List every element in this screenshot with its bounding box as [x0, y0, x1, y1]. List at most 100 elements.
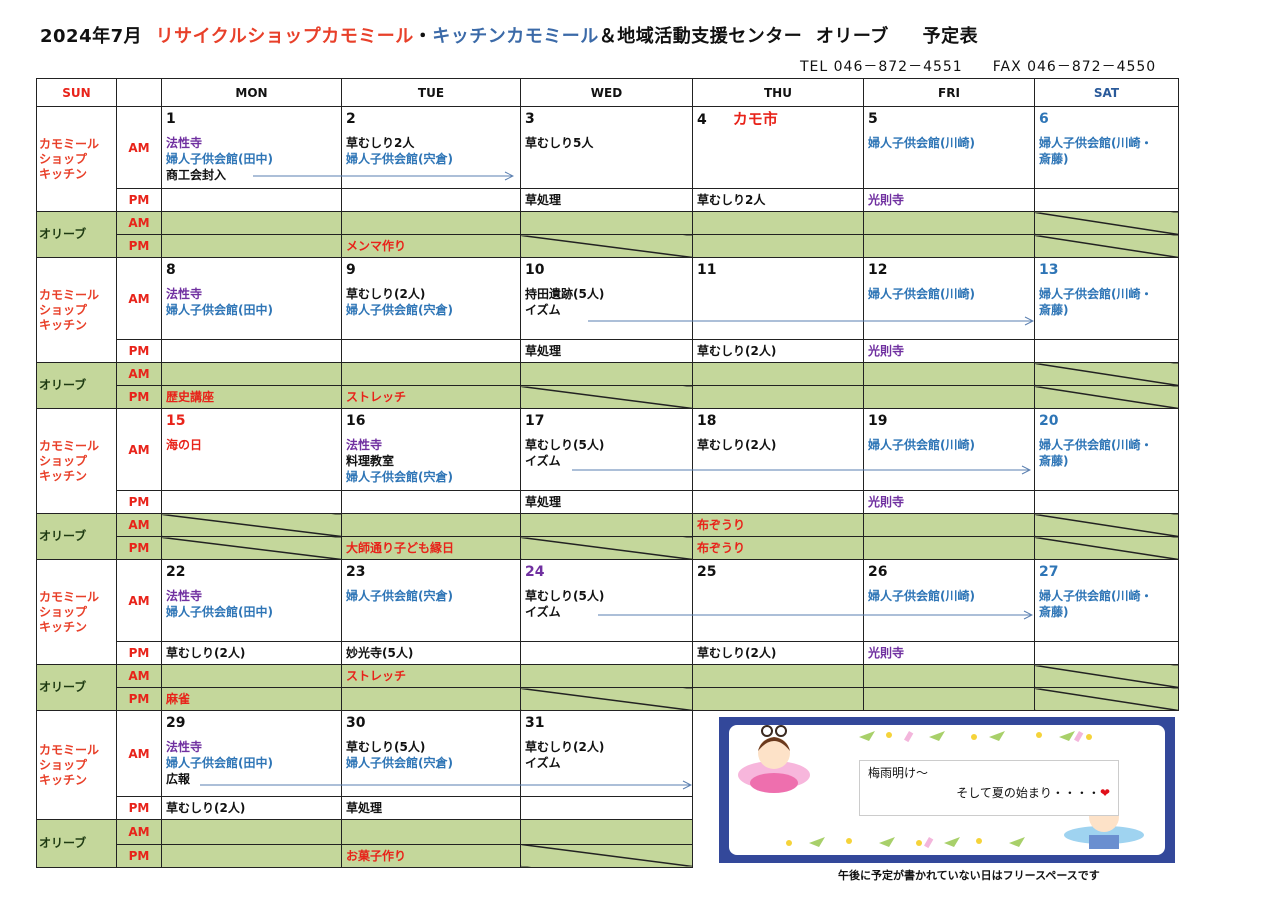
pm-cell-29[interactable]: 草むしり(2人): [161, 796, 342, 820]
olive-pm-cell-29[interactable]: [161, 843, 342, 868]
pm-cell-13[interactable]: [1034, 339, 1179, 363]
olive-am-cell-29[interactable]: [161, 819, 342, 845]
olive-pm-cell-24[interactable]: [520, 687, 693, 711]
pm-cell-16[interactable]: [341, 490, 521, 514]
pm-cell-22[interactable]: 草むしり(2人): [161, 641, 342, 665]
olive-pm-cell-30[interactable]: お菓子作り: [341, 843, 521, 868]
pm-cell-1[interactable]: [161, 188, 342, 212]
day-cell-8[interactable]: 8 法性寺 婦人子供会館(田中): [161, 257, 342, 340]
olive-pm-cell-1[interactable]: [161, 234, 342, 258]
olive-am-cell-27[interactable]: [1034, 664, 1179, 688]
olive-pm-cell-13[interactable]: [1034, 385, 1179, 409]
day-cell-30[interactable]: 30 草むしり(5人) 婦人子供会館(宍倉): [341, 710, 521, 797]
day-cell-9[interactable]: 9 草むしり(2人) 婦人子供会館(宍倉): [341, 257, 521, 340]
day-cell-6[interactable]: 6 婦人子供会館(川崎・ 斎藤): [1034, 106, 1179, 189]
day-cell-24[interactable]: 24 草むしり(5人) イズム: [520, 559, 693, 642]
olive-pm-cell-15[interactable]: [161, 536, 342, 560]
olive-am-cell-19[interactable]: [863, 513, 1035, 537]
pm-cell-25[interactable]: 草むしり(2人): [692, 641, 864, 665]
pm-cell-10[interactable]: 草処理: [520, 339, 693, 363]
olive-am-cell-3[interactable]: [520, 211, 693, 235]
day-cell-17[interactable]: 17 草むしり(5人) イズム: [520, 408, 693, 491]
pm-cell-4[interactable]: 草むしり2人: [692, 188, 864, 212]
pm-cell-19[interactable]: 光則寺: [863, 490, 1035, 514]
pm-cell-3[interactable]: 草処理: [520, 188, 693, 212]
day-cell-1[interactable]: 1 法性寺 婦人子供会館(田中) 商工会封入: [161, 106, 342, 189]
olive-pm-cell-12[interactable]: [863, 385, 1035, 409]
olive-am-cell-30[interactable]: [341, 819, 521, 845]
olive-pm-cell-18[interactable]: 布ぞうり: [692, 536, 864, 560]
day-cell-22[interactable]: 22 法性寺 婦人子供会館(田中): [161, 559, 342, 642]
pm-cell-8[interactable]: [161, 339, 342, 363]
pm-cell-18[interactable]: [692, 490, 864, 514]
olive-pm-cell-27[interactable]: [1034, 687, 1179, 711]
pm-cell-24[interactable]: [520, 641, 693, 665]
day-cell-23[interactable]: 23 婦人子供会館(宍倉): [341, 559, 521, 642]
pm-cell-11[interactable]: 草むしり(2人): [692, 339, 864, 363]
pm-cell-26[interactable]: 光則寺: [863, 641, 1035, 665]
olive-am-cell-22[interactable]: [161, 664, 342, 688]
pm-cell-31[interactable]: [520, 796, 693, 820]
day-cell-12[interactable]: 12 婦人子供会館(川崎): [863, 257, 1035, 340]
day-cell-10[interactable]: 10 持田遺跡(5人) イズム: [520, 257, 693, 340]
pm-cell-30[interactable]: 草処理: [341, 796, 521, 820]
pm-cell-12[interactable]: 光則寺: [863, 339, 1035, 363]
olive-pm-cell-31[interactable]: [520, 843, 693, 868]
pm-cell-9[interactable]: [341, 339, 521, 363]
olive-am-cell-5[interactable]: [863, 211, 1035, 235]
day-cell-13[interactable]: 13 婦人子供会館(川崎・ 斎藤): [1034, 257, 1179, 340]
pm-cell-2[interactable]: [341, 188, 521, 212]
olive-pm-cell-4[interactable]: [692, 234, 864, 258]
olive-pm-cell-6[interactable]: [1034, 234, 1179, 258]
olive-am-cell-1[interactable]: [161, 211, 342, 235]
pm-cell-15[interactable]: [161, 490, 342, 514]
pm-cell-5[interactable]: 光則寺: [863, 188, 1035, 212]
olive-pm-cell-10[interactable]: [520, 385, 693, 409]
olive-am-cell-10[interactable]: [520, 362, 693, 386]
day-cell-19[interactable]: 19 婦人子供会館(川崎): [863, 408, 1035, 491]
day-cell-20[interactable]: 20 婦人子供会館(川崎・ 斎藤): [1034, 408, 1179, 491]
olive-pm-cell-17[interactable]: [520, 536, 693, 560]
olive-pm-cell-25[interactable]: [692, 687, 864, 711]
olive-am-cell-11[interactable]: [692, 362, 864, 386]
day-cell-27[interactable]: 27 婦人子供会館(川崎・ 斎藤): [1034, 559, 1179, 642]
pm-cell-20[interactable]: [1034, 490, 1179, 514]
olive-pm-cell-8[interactable]: 歴史講座: [161, 385, 342, 409]
olive-pm-cell-5[interactable]: [863, 234, 1035, 258]
pm-cell-27[interactable]: [1034, 641, 1179, 665]
day-cell-15[interactable]: 15 海の日: [161, 408, 342, 491]
pm-cell-23[interactable]: 妙光寺(5人): [341, 641, 521, 665]
olive-am-cell-18[interactable]: 布ぞうり: [692, 513, 864, 537]
day-cell-3[interactable]: 3 草むしり5人: [520, 106, 693, 189]
olive-pm-cell-26[interactable]: [863, 687, 1035, 711]
day-cell-11[interactable]: 11: [692, 257, 864, 340]
olive-am-cell-13[interactable]: [1034, 362, 1179, 386]
olive-am-cell-23[interactable]: ストレッチ: [341, 664, 521, 688]
pm-cell-17[interactable]: 草処理: [520, 490, 693, 514]
pm-cell-6[interactable]: [1034, 188, 1179, 212]
olive-am-cell-31[interactable]: [520, 819, 693, 845]
day-cell-5[interactable]: 5 婦人子供会館(川崎): [863, 106, 1035, 189]
day-cell-16[interactable]: 16 法性寺 料理教室 婦人子供会館(宍倉): [341, 408, 521, 491]
olive-am-cell-2[interactable]: [341, 211, 521, 235]
olive-pm-cell-3[interactable]: [520, 234, 693, 258]
olive-am-cell-26[interactable]: [863, 664, 1035, 688]
olive-am-cell-15[interactable]: [161, 513, 342, 537]
olive-pm-cell-16[interactable]: 大師通り子ども縁日: [341, 536, 521, 560]
olive-pm-cell-2[interactable]: メンマ作り: [341, 234, 521, 258]
olive-am-cell-25[interactable]: [692, 664, 864, 688]
olive-am-cell-8[interactable]: [161, 362, 342, 386]
olive-am-cell-16[interactable]: [341, 513, 521, 537]
olive-pm-cell-23[interactable]: [341, 687, 521, 711]
olive-am-cell-24[interactable]: [520, 664, 693, 688]
olive-pm-cell-19[interactable]: [863, 536, 1035, 560]
olive-pm-cell-22[interactable]: 麻雀: [161, 687, 342, 711]
olive-am-cell-9[interactable]: [341, 362, 521, 386]
day-cell-31[interactable]: 31 草むしり(2人) イズム: [520, 710, 693, 797]
olive-am-cell-17[interactable]: [520, 513, 693, 537]
day-cell-29[interactable]: 29 法性寺 婦人子供会館(田中) 広報: [161, 710, 342, 797]
olive-am-cell-4[interactable]: [692, 211, 864, 235]
olive-pm-cell-11[interactable]: [692, 385, 864, 409]
olive-am-cell-12[interactable]: [863, 362, 1035, 386]
day-cell-18[interactable]: 18 草むしり(2人): [692, 408, 864, 491]
